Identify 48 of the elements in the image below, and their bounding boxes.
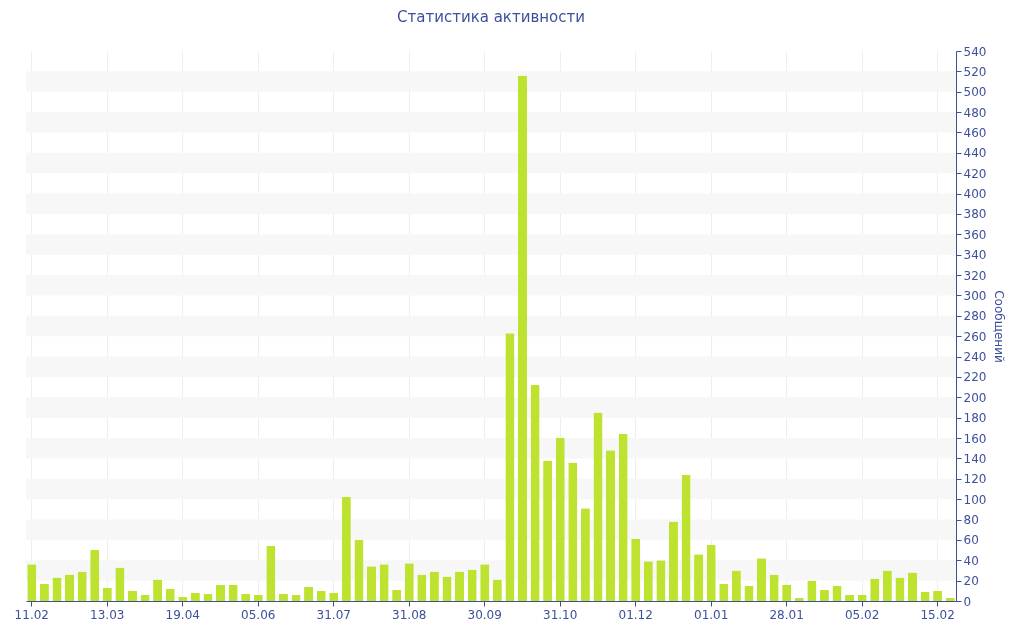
y-tick-label: 240	[963, 350, 987, 365]
y-tick-label: 400	[963, 187, 987, 202]
x-tick-label: 31.08	[392, 607, 427, 622]
x-tick-label: 19.04	[165, 607, 200, 622]
y-tick-label: 320	[963, 268, 987, 283]
x-tick-label: 01.12	[618, 607, 653, 622]
y-tick-label: 40	[963, 553, 979, 568]
y-tick-label: 80	[963, 513, 979, 528]
y-tick-label: 460	[963, 125, 987, 140]
bar	[215, 584, 226, 601]
y-tick-label: 340	[963, 248, 987, 263]
x-tick-label: 31.07	[316, 607, 351, 622]
y-tick-label: 220	[963, 370, 987, 385]
chart-title: Статистика активности	[397, 8, 585, 26]
y-tick-label: 200	[963, 390, 987, 405]
y-tick-label: 500	[963, 85, 987, 100]
y-tick-label: 120	[963, 472, 987, 487]
y-tick-label: 480	[963, 105, 987, 120]
x-tick-label: 15.02	[920, 607, 955, 622]
bar	[65, 574, 75, 601]
x-tick-label: 05.02	[844, 607, 880, 622]
x-tick-label: 31.10	[543, 607, 578, 622]
x-tick-label: 11.02	[14, 607, 49, 622]
y-tick-label: 160	[963, 431, 987, 446]
bar	[605, 450, 616, 601]
y-tick-label: 300	[963, 288, 987, 303]
y-tick-label: 540	[963, 44, 987, 59]
y-tick-label: 180	[963, 411, 987, 426]
x-tick-label: 13.03	[90, 607, 125, 622]
y-tick-label: 440	[963, 146, 987, 161]
bar	[366, 566, 377, 601]
y-tick-label: 100	[963, 492, 987, 507]
y-tick-label: 280	[963, 309, 987, 324]
y-tick-label: 20	[963, 574, 979, 589]
y-tick-label: 260	[963, 329, 987, 344]
x-tick-label: 05.06	[241, 607, 276, 622]
x-tick-label: 30.09	[467, 607, 502, 622]
y-tick-label: 520	[963, 64, 987, 79]
y-tick-label: 60	[963, 533, 979, 548]
x-tick-label: 01.01	[693, 607, 729, 622]
x-tick-label: 28.01	[769, 607, 804, 622]
y-tick-label: 0	[963, 594, 972, 609]
y-tick-label: 420	[963, 166, 987, 181]
y-tick-label: 360	[963, 227, 987, 242]
y-tick-label: 140	[963, 451, 987, 466]
y-tick-label: 380	[963, 207, 987, 222]
y-axis-title: Сообщений	[992, 290, 1007, 363]
bar	[756, 558, 767, 601]
